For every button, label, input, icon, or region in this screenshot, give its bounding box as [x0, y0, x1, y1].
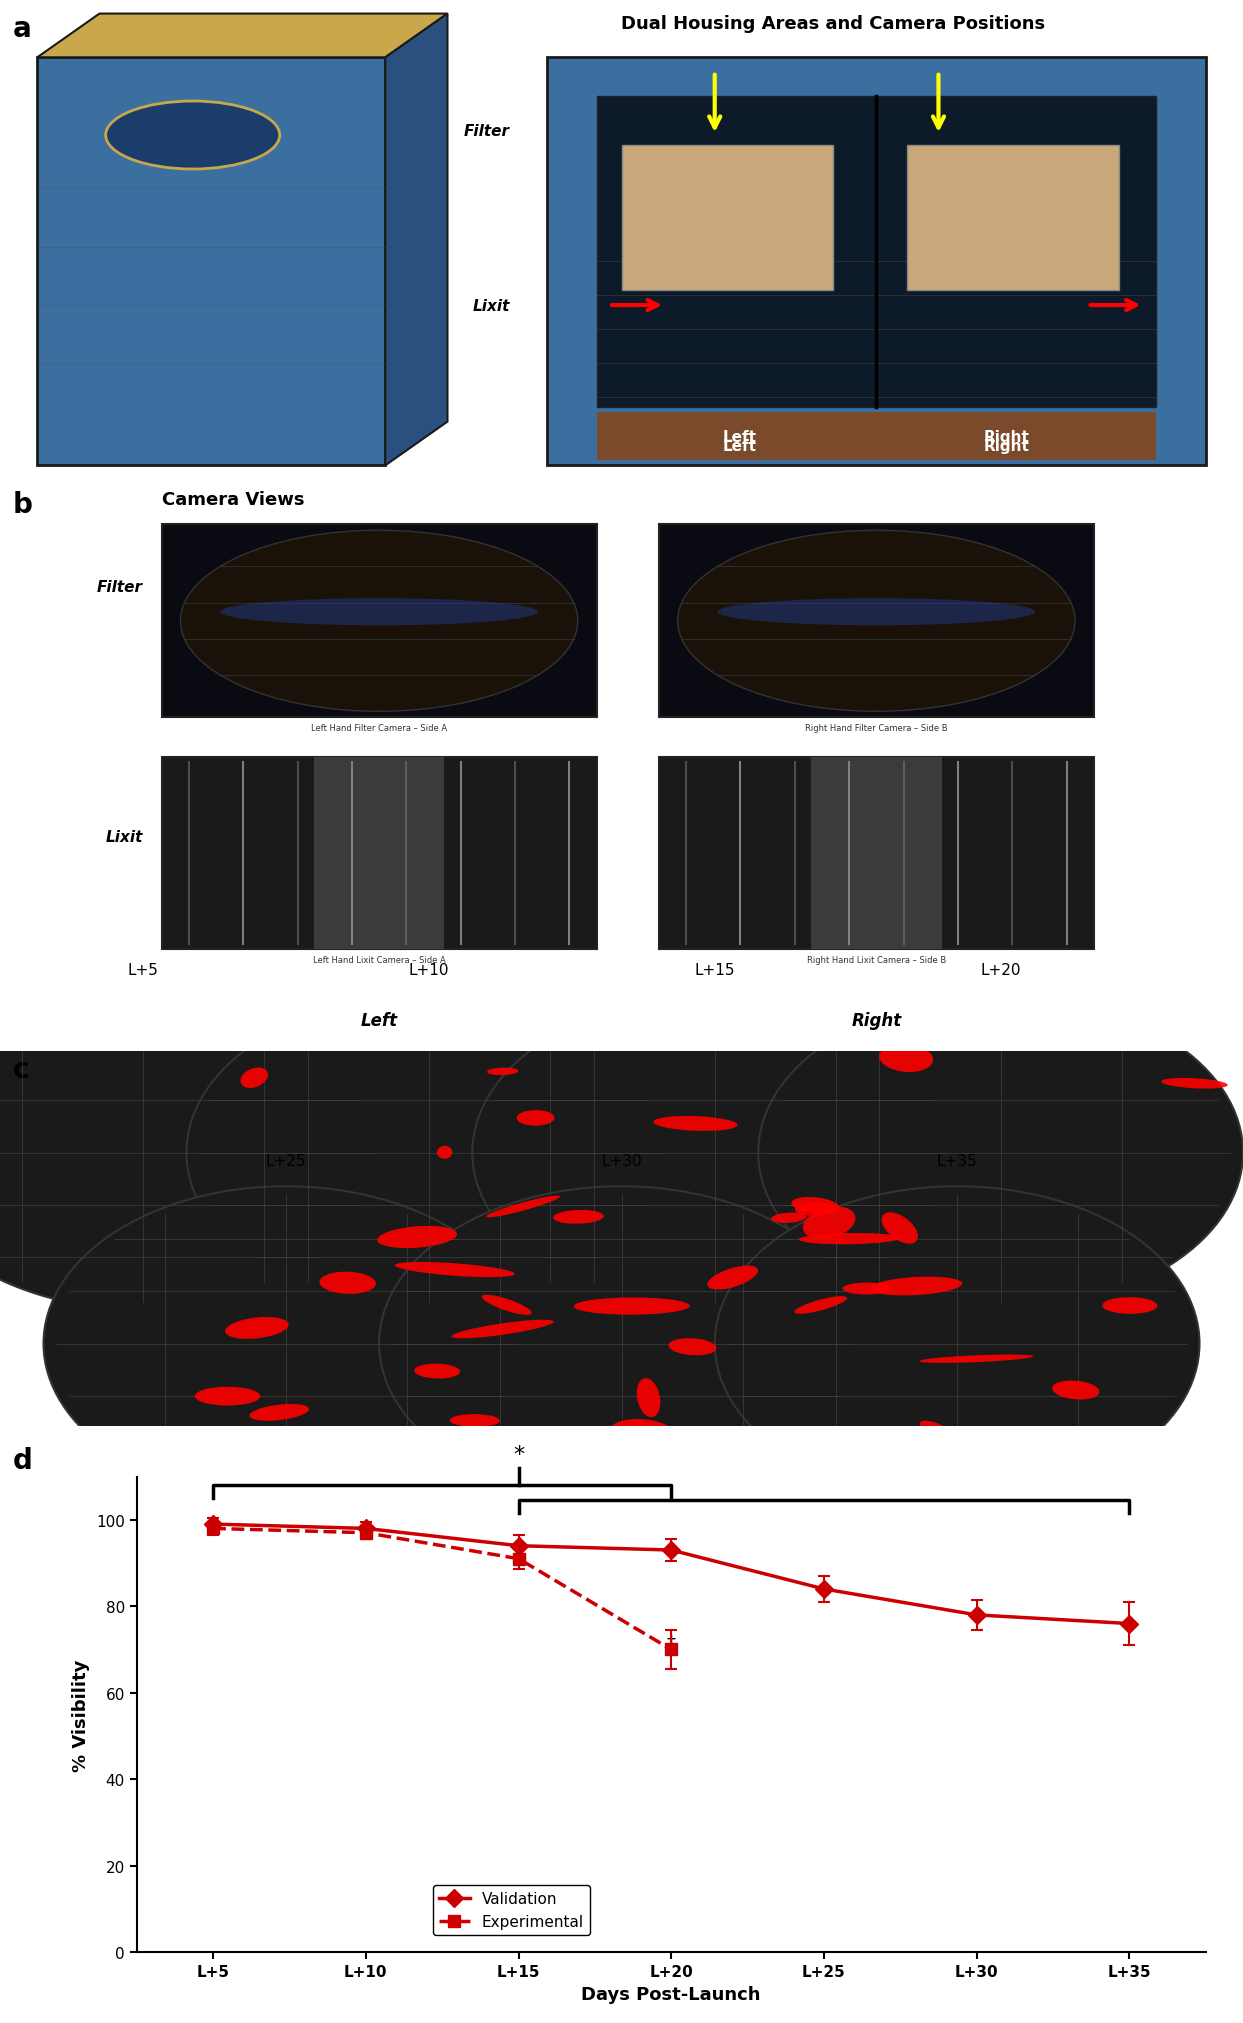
Text: Dual Housing Areas and Camera Positions: Dual Housing Areas and Camera Positions: [620, 14, 1045, 32]
Bar: [597, 413, 1156, 461]
Ellipse shape: [379, 1188, 864, 1501]
Ellipse shape: [553, 1210, 604, 1224]
Text: b: b: [12, 492, 32, 520]
Ellipse shape: [250, 1404, 310, 1420]
Text: Filter: Filter: [464, 123, 510, 140]
Ellipse shape: [1103, 1297, 1157, 1315]
Bar: [659, 526, 1094, 718]
Ellipse shape: [438, 1147, 452, 1159]
Ellipse shape: [771, 1214, 807, 1224]
Ellipse shape: [44, 1188, 528, 1501]
Text: Left: Left: [722, 439, 757, 455]
Ellipse shape: [803, 1208, 855, 1240]
Ellipse shape: [482, 1295, 532, 1315]
Ellipse shape: [920, 1355, 1033, 1364]
Bar: [597, 97, 1156, 409]
Text: c: c: [12, 1056, 29, 1084]
Bar: [162, 526, 597, 718]
Text: Lixit: Lixit: [472, 297, 510, 314]
Text: Right: Right: [851, 1012, 901, 1030]
Ellipse shape: [220, 599, 538, 625]
Text: Right: Right: [984, 429, 1029, 445]
Ellipse shape: [487, 1068, 518, 1076]
Ellipse shape: [1028, 1453, 1094, 1469]
Bar: [659, 757, 1094, 951]
Text: d: d: [12, 1446, 32, 1475]
Ellipse shape: [319, 1272, 375, 1295]
Ellipse shape: [517, 1111, 554, 1127]
Ellipse shape: [486, 1196, 561, 1218]
Ellipse shape: [870, 1277, 962, 1297]
Bar: [313, 757, 445, 951]
Ellipse shape: [610, 1420, 676, 1446]
Ellipse shape: [707, 1266, 758, 1291]
Text: Right Hand Lixit Camera – Side B: Right Hand Lixit Camera – Side B: [807, 955, 946, 965]
Text: Left Hand Lixit Camera – Side A: Left Hand Lixit Camera – Side A: [313, 955, 445, 965]
Text: Right: Right: [984, 439, 1029, 455]
Ellipse shape: [636, 1378, 660, 1418]
Circle shape: [180, 530, 578, 712]
Text: L+35: L+35: [937, 1153, 977, 1167]
Y-axis label: % Visibility: % Visibility: [72, 1659, 91, 1770]
Text: L+10: L+10: [409, 963, 449, 977]
Ellipse shape: [414, 1364, 460, 1380]
Ellipse shape: [378, 1226, 457, 1248]
Text: L+5: L+5: [128, 963, 158, 977]
Ellipse shape: [794, 1297, 846, 1315]
Bar: [810, 757, 942, 951]
Circle shape: [677, 530, 1075, 712]
Ellipse shape: [717, 599, 1035, 625]
Ellipse shape: [451, 1321, 554, 1339]
Text: Left: Left: [722, 429, 757, 445]
Ellipse shape: [225, 1317, 288, 1339]
Ellipse shape: [450, 1414, 500, 1426]
Legend: Validation, Experimental: Validation, Experimental: [433, 1885, 590, 1936]
Ellipse shape: [654, 1117, 737, 1131]
Ellipse shape: [879, 1044, 933, 1072]
Bar: [907, 146, 1119, 291]
Text: Rodent Habitat: Rodent Habitat: [140, 14, 295, 32]
Ellipse shape: [881, 1212, 919, 1244]
Text: †: †: [666, 1633, 676, 1651]
X-axis label: Days Post-Launch: Days Post-Launch: [582, 1985, 761, 2003]
Ellipse shape: [920, 1420, 955, 1440]
Ellipse shape: [186, 995, 671, 1311]
Bar: [162, 757, 597, 951]
Ellipse shape: [792, 1198, 840, 1214]
FancyBboxPatch shape: [37, 59, 385, 465]
Ellipse shape: [715, 1188, 1199, 1501]
Ellipse shape: [0, 995, 385, 1311]
Ellipse shape: [796, 1202, 834, 1216]
Ellipse shape: [395, 1262, 515, 1279]
Ellipse shape: [370, 1457, 421, 1471]
Text: L+25: L+25: [266, 1153, 306, 1167]
Ellipse shape: [1053, 1382, 1099, 1400]
Ellipse shape: [240, 1068, 268, 1088]
Ellipse shape: [843, 1283, 891, 1295]
Ellipse shape: [758, 995, 1243, 1311]
Bar: [547, 59, 1206, 465]
Text: a: a: [12, 14, 31, 42]
Text: Left Hand Filter Camera – Side A: Left Hand Filter Camera – Side A: [311, 724, 447, 732]
Ellipse shape: [63, 1026, 118, 1040]
Text: Lixit: Lixit: [106, 829, 143, 844]
Ellipse shape: [195, 1388, 260, 1406]
Text: Camera Views: Camera Views: [162, 492, 305, 510]
Text: Filter: Filter: [97, 581, 143, 595]
Bar: [622, 146, 833, 291]
Polygon shape: [37, 14, 447, 59]
Polygon shape: [385, 14, 447, 465]
Ellipse shape: [472, 995, 957, 1311]
Text: Right Hand Filter Camera – Side B: Right Hand Filter Camera – Side B: [805, 724, 947, 732]
Text: Left: Left: [360, 1012, 398, 1030]
Circle shape: [106, 101, 280, 170]
Ellipse shape: [574, 1299, 690, 1315]
Ellipse shape: [799, 1234, 900, 1244]
Text: L+15: L+15: [695, 963, 735, 977]
Text: L+30: L+30: [602, 1153, 641, 1167]
Text: *: *: [513, 1444, 525, 1465]
Ellipse shape: [1161, 1078, 1228, 1088]
Ellipse shape: [669, 1339, 716, 1355]
Text: L+20: L+20: [981, 963, 1021, 977]
